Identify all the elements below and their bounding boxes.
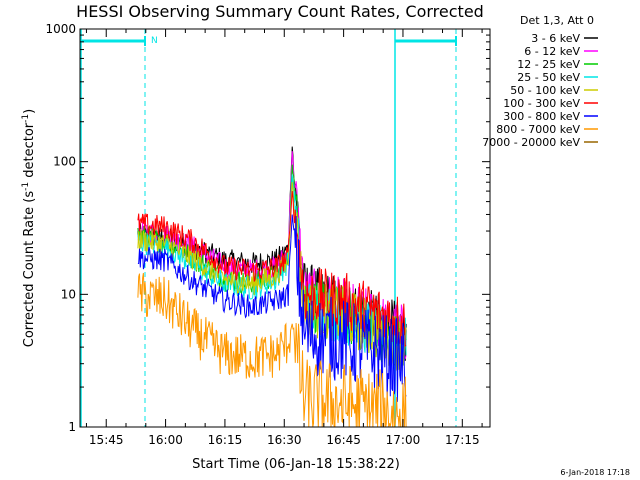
x-axis-label: Start Time (06-Jan-18 15:38:22) <box>192 457 400 472</box>
plot-frame <box>79 28 491 428</box>
legend-title: Det 1,3, Att 0 <box>520 14 594 27</box>
chart-title: HESSI Observing Summary Count Rates, Cor… <box>76 2 484 21</box>
series-line-5 <box>137 191 407 347</box>
y-tick-label: 1000 <box>45 22 76 36</box>
footer-date: 6-Jan-2018 17:18 <box>560 468 630 477</box>
legend-label: 12 - 25 keV <box>517 58 580 71</box>
legend-label: 300 - 800 keV <box>503 110 580 123</box>
x-tick-label: 15:45 <box>89 433 124 447</box>
y-axis-label: Corrected Count Rate (s-1 detector-1) <box>21 109 37 347</box>
series-line-7 <box>137 272 407 428</box>
y-tick-label: 10 <box>61 287 76 301</box>
night-marker-label: N <box>151 36 158 46</box>
y-tick-label: 1 <box>68 420 76 434</box>
legend-label: 7000 - 20000 keV <box>482 136 580 149</box>
x-tick-label: 16:00 <box>148 433 183 447</box>
legend-label: 50 - 100 keV <box>510 84 580 97</box>
series-line-6 <box>137 214 407 402</box>
x-tick-label: 16:30 <box>267 433 302 447</box>
axes-group: 1 10 100 1000 15:45 16:00 16:15 16:30 16:45 17:00… <box>45 22 490 447</box>
x-tick-label: 16:45 <box>326 433 361 447</box>
legend-label: 100 - 300 keV <box>503 97 580 110</box>
legend-label: 25 - 50 keV <box>517 71 580 84</box>
x-tick-label: 17:15 <box>445 433 480 447</box>
legend-label: 3 - 6 keV <box>531 32 580 45</box>
x-tick-label: 17:00 <box>386 433 421 447</box>
legend-label: 6 - 12 keV <box>524 45 580 58</box>
legend-label: 800 - 7000 keV <box>496 123 580 136</box>
x-tick-label: 16:15 <box>208 433 243 447</box>
series-line-4 <box>137 182 407 372</box>
y-tick-label: 100 <box>53 155 76 169</box>
series-group <box>137 146 407 428</box>
